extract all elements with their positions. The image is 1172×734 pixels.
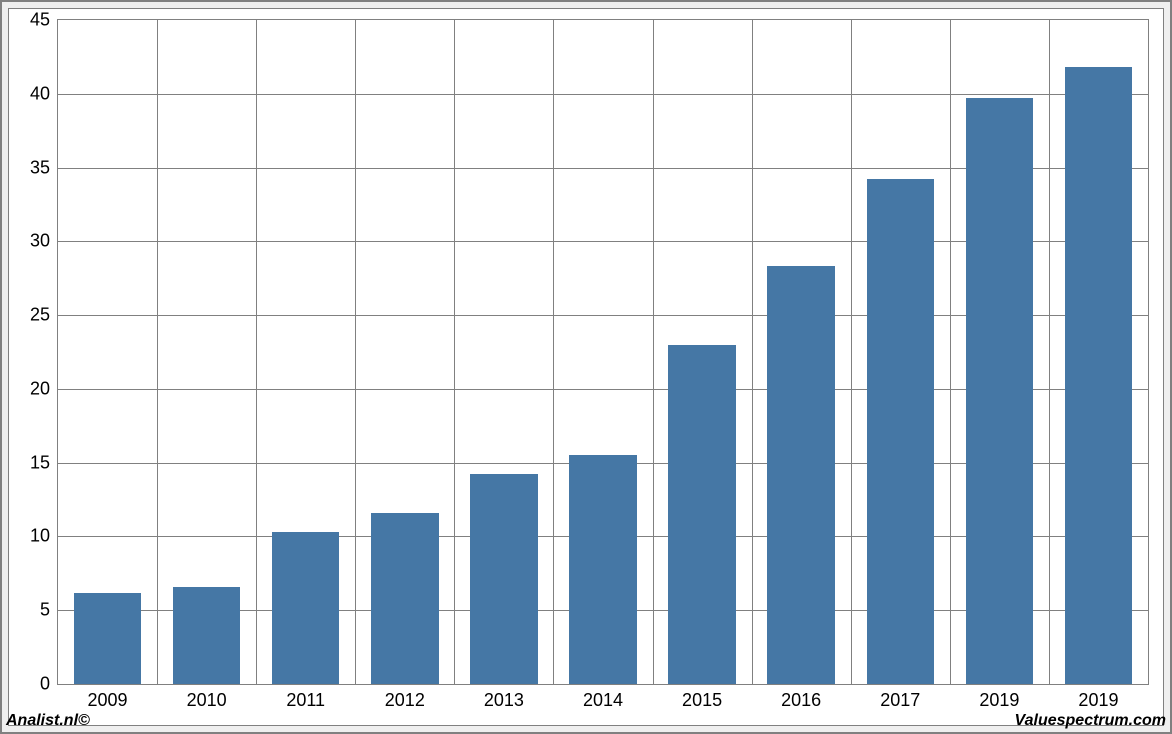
gridline-h — [58, 94, 1148, 95]
gridline-v — [851, 20, 852, 684]
bar — [569, 455, 636, 684]
bar — [74, 593, 141, 684]
chart-container: 0 5 10 15 20 25 30 35 40 45 2009 2010 2011 2012 2013 20… — [8, 8, 1164, 726]
y-tick-label: 20 — [30, 378, 58, 399]
y-tick-label: 35 — [30, 157, 58, 178]
x-tick-label: 2015 — [682, 684, 722, 711]
gridline-v — [1049, 20, 1050, 684]
gridline-v — [752, 20, 753, 684]
bar — [173, 587, 240, 684]
gridline-v — [157, 20, 158, 684]
gridline-v — [355, 20, 356, 684]
y-tick-label: 5 — [40, 600, 58, 621]
bar — [470, 474, 537, 684]
x-tick-label: 2013 — [484, 684, 524, 711]
x-tick-label: 2016 — [781, 684, 821, 711]
x-tick-label: 2017 — [880, 684, 920, 711]
bar — [272, 532, 339, 684]
credit-left: Analist.nl© — [6, 712, 90, 730]
plot-area: 0510152025303540452009201020112012201320… — [57, 19, 1149, 685]
outer-frame: 0 5 10 15 20 25 30 35 40 45 2009 2010 2011 2012 2013 20… — [0, 0, 1172, 734]
x-tick-label: 2012 — [385, 684, 425, 711]
x-tick-label: 2019 — [979, 684, 1019, 711]
gridline-v — [950, 20, 951, 684]
x-tick-label: 2019 — [1078, 684, 1118, 711]
bar — [371, 513, 438, 684]
y-tick-label: 25 — [30, 305, 58, 326]
y-tick-label: 15 — [30, 452, 58, 473]
y-tick-label: 40 — [30, 83, 58, 104]
x-tick-label: 2009 — [88, 684, 128, 711]
gridline-v — [454, 20, 455, 684]
y-tick-label: 30 — [30, 231, 58, 252]
y-tick-label: 10 — [30, 526, 58, 547]
bar — [1065, 67, 1132, 684]
bar — [966, 98, 1033, 684]
credit-right: Valuespectrum.com — [1015, 712, 1166, 730]
x-tick-label: 2010 — [187, 684, 227, 711]
bar — [867, 179, 934, 684]
x-tick-label: 2011 — [286, 684, 325, 711]
bar — [767, 266, 834, 684]
y-tick-label: 45 — [30, 10, 58, 31]
gridline-v — [256, 20, 257, 684]
gridline-v — [653, 20, 654, 684]
y-tick-label: 0 — [40, 674, 58, 695]
gridline-v — [553, 20, 554, 684]
bar — [668, 345, 735, 684]
x-tick-label: 2014 — [583, 684, 623, 711]
